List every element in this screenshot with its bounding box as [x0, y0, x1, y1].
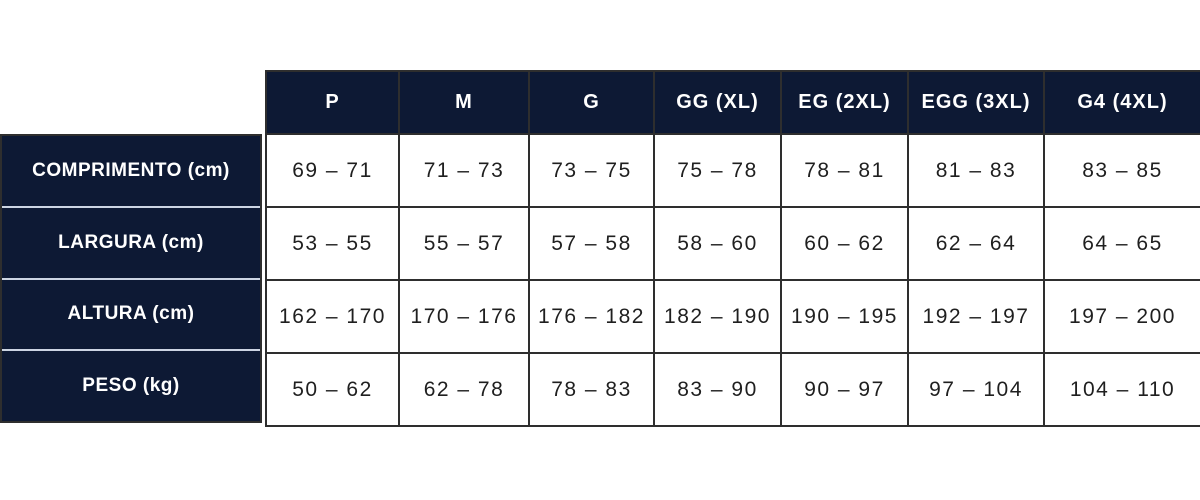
- column-header-g4-4xl: G4 (4XL): [1043, 72, 1200, 133]
- row-label-comprimento: COMPRIMENTO (cm): [32, 159, 230, 181]
- cell-comprimento-g4: 83 – 85: [1043, 133, 1200, 206]
- cell-altura-egg: 192 – 197: [907, 279, 1043, 352]
- size-table-grid: P M G GG (XL) EG (2XL) EGG (3XL) G4 (4XL…: [265, 70, 1200, 427]
- column-header-p: P: [267, 72, 398, 133]
- cell-altura-g4: 197 – 200: [1043, 279, 1200, 352]
- cell-comprimento-gg: 75 – 78: [653, 133, 780, 206]
- cell-comprimento-p: 69 – 71: [267, 133, 398, 206]
- cell-largura-egg: 62 – 64: [907, 206, 1043, 279]
- cell-peso-m: 62 – 78: [398, 352, 528, 425]
- column-header-egg-3xl: EGG (3XL): [907, 72, 1043, 133]
- cell-comprimento-m: 71 – 73: [398, 133, 528, 206]
- row-label-divider: [2, 349, 260, 352]
- column-header-g: G: [528, 72, 653, 133]
- row-label-largura: LARGURA (cm): [58, 231, 204, 253]
- cell-largura-g4: 64 – 65: [1043, 206, 1200, 279]
- cell-altura-eg: 190 – 195: [780, 279, 907, 352]
- column-header-eg-2xl: EG (2XL): [780, 72, 907, 133]
- cell-comprimento-eg: 78 – 81: [780, 133, 907, 206]
- cell-altura-g: 176 – 182: [528, 279, 653, 352]
- cell-largura-eg: 60 – 62: [780, 206, 907, 279]
- cell-largura-g: 57 – 58: [528, 206, 653, 279]
- cell-altura-m: 170 – 176: [398, 279, 528, 352]
- cell-peso-g: 78 – 83: [528, 352, 653, 425]
- cell-peso-egg: 97 – 104: [907, 352, 1043, 425]
- cell-altura-p: 162 – 170: [267, 279, 398, 352]
- row-label-peso: PESO (kg): [82, 375, 180, 397]
- column-header-m: M: [398, 72, 528, 133]
- row-label-column: COMPRIMENTO (cm) LARGURA (cm) ALTURA (cm…: [0, 134, 262, 423]
- cell-peso-p: 50 – 62: [267, 352, 398, 425]
- column-header-gg-xl: GG (XL): [653, 72, 780, 133]
- cell-largura-p: 53 – 55: [267, 206, 398, 279]
- cell-comprimento-egg: 81 – 83: [907, 133, 1043, 206]
- cell-largura-gg: 58 – 60: [653, 206, 780, 279]
- row-label-altura: ALTURA (cm): [67, 303, 195, 325]
- cell-peso-gg: 83 – 90: [653, 352, 780, 425]
- row-label-divider: [2, 277, 260, 280]
- cell-peso-eg: 90 – 97: [780, 352, 907, 425]
- cell-altura-gg: 182 – 190: [653, 279, 780, 352]
- cell-comprimento-g: 73 – 75: [528, 133, 653, 206]
- cell-largura-m: 55 – 57: [398, 206, 528, 279]
- row-label-divider: [2, 205, 260, 208]
- cell-peso-g4: 104 – 110: [1043, 352, 1200, 425]
